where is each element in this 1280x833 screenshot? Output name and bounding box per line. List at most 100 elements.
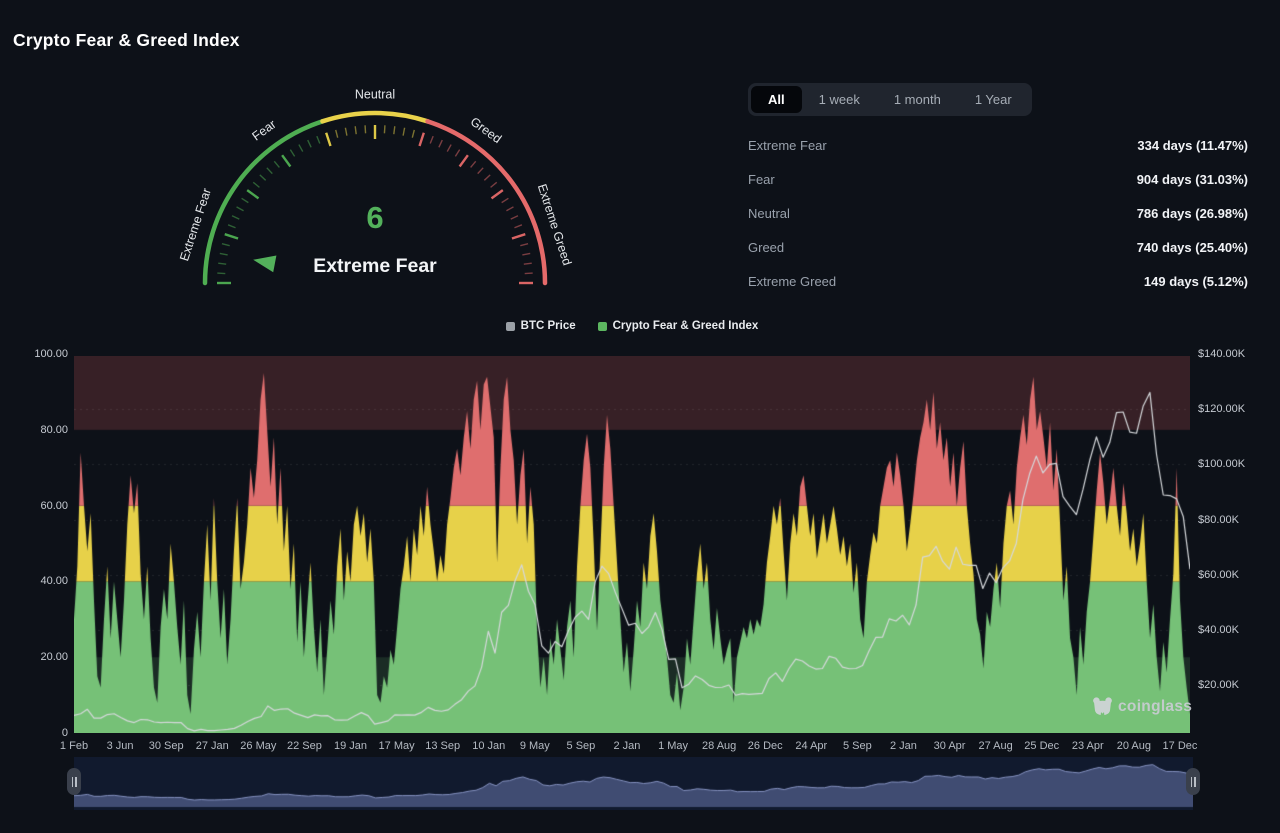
x-axis-tick: 5 Sep — [566, 740, 596, 752]
gauge-tick — [289, 149, 296, 157]
y-axis-left-tick: 80.00 — [40, 423, 68, 436]
x-axis-tick: 20 Aug — [1116, 740, 1151, 752]
gauge-tick — [514, 224, 523, 229]
gauge-tick — [344, 127, 348, 136]
gauge-tick — [325, 132, 332, 147]
stat-label: Extreme Fear — [748, 137, 827, 153]
legend-label: BTC Price — [520, 320, 576, 332]
gauge-tick — [316, 135, 321, 144]
x-axis-tick: 2 Jan — [613, 740, 641, 752]
main-chart-area[interactable] — [74, 356, 1190, 733]
y-axis-right-tick: $20.00K — [1198, 679, 1239, 692]
stat-row-neutral: Neutral 786 days (26.98%) — [748, 196, 1248, 230]
bear-logo-icon — [1093, 697, 1112, 716]
x-axis-tick: 27 Jan — [195, 740, 229, 752]
gauge-tick — [477, 167, 484, 175]
gauge-tick — [438, 139, 443, 148]
gauge-tick — [402, 127, 406, 136]
stat-row-fear: Fear 904 days (31.03%) — [748, 162, 1248, 196]
gauge-tick — [335, 129, 339, 138]
gauge-arc-segment — [320, 110, 430, 124]
tab-all[interactable]: All — [751, 86, 802, 113]
stat-value: 786 days (26.98%) — [1136, 205, 1248, 221]
legend-item-crypto-fear-greed-index[interactable]: Crypto Fear & Greed Index — [597, 320, 759, 332]
gauge-tick — [511, 233, 526, 240]
x-axis-tick: 26 Dec — [747, 740, 783, 752]
gauge-tick — [218, 262, 227, 265]
gauge-tick — [524, 272, 533, 275]
tab-1-year[interactable]: 1 Year — [974, 92, 1012, 107]
gauge-tick — [483, 174, 491, 181]
gauge-tick — [224, 233, 239, 240]
navigator-right-handle[interactable] — [1186, 768, 1200, 795]
stat-row-greed: Greed 740 days (25.40%) — [748, 230, 1248, 264]
x-axis-tick: 9 May — [519, 740, 550, 752]
navigator-canvas[interactable] — [74, 757, 1193, 810]
gauge-tick — [227, 224, 236, 229]
gauge-arc-segment — [425, 119, 548, 286]
gauge-tick — [217, 272, 226, 275]
y-axis-left-tick: 60.00 — [40, 499, 68, 512]
x-axis-tick: 27 Aug — [978, 740, 1013, 752]
legend-label: Crypto Fear & Greed Index — [612, 320, 759, 332]
gauge-tick — [281, 154, 292, 168]
y-axis-right-tick: $140.00K — [1198, 348, 1246, 361]
range-tabs: All 1 week 1 month 1 Year — [748, 83, 1032, 116]
legend-marker-icon — [597, 321, 607, 331]
gauge-pointer — [253, 255, 277, 273]
stat-label: Extreme Greed — [748, 273, 837, 289]
chart-legend: BTC Price Crypto Fear & Greed Index — [74, 320, 1190, 332]
page-title: Crypto Fear & Greed Index — [13, 30, 240, 50]
tab-1-month[interactable]: 1 month — [893, 92, 941, 107]
y-axis-left-tick: 40.00 — [40, 575, 68, 588]
gauge-tick — [266, 167, 273, 175]
gauge-tick — [221, 243, 230, 247]
x-axis-tick: 1 Feb — [59, 740, 89, 752]
gauge-tick — [454, 149, 461, 157]
x-axis-tick: 30 Sep — [148, 740, 184, 752]
y-axis-right-tick: $100.00K — [1198, 458, 1246, 471]
tab-1-week[interactable]: 1 week — [818, 92, 860, 107]
x-axis-tick: 25 Dec — [1024, 740, 1060, 752]
gauge-zone-label: Neutral — [355, 87, 395, 101]
x-axis-tick: 17 May — [378, 740, 415, 752]
stat-row-extreme-fear: Extreme Fear 334 days (11.47%) — [748, 128, 1248, 162]
stat-value: 149 days (5.12%) — [1143, 273, 1248, 289]
gauge-tick — [259, 174, 267, 181]
stat-value: 740 days (25.40%) — [1136, 239, 1248, 255]
x-axis-tick: 3 Jun — [106, 740, 134, 752]
gauge-tick — [523, 262, 532, 265]
gauge-tick — [298, 144, 304, 152]
gauge-tick — [307, 139, 312, 148]
x-axis-tick: 30 Apr — [933, 740, 966, 752]
y-axis-left-tick: 100.00 — [34, 348, 68, 361]
fear-greed-btc-chart-canvas[interactable] — [74, 356, 1190, 733]
y-axis-left-tick: 20.00 — [40, 651, 68, 664]
gauge-tick — [364, 125, 367, 134]
gauge-tick — [506, 206, 514, 212]
y-axis-right-tick: $120.00K — [1198, 403, 1246, 416]
navigator-left-handle[interactable] — [67, 768, 81, 795]
gauge-tick — [501, 197, 509, 204]
gauge-arc-segment — [202, 119, 325, 286]
x-axis-tick: 5 Sep — [843, 740, 872, 752]
gauge-tick — [236, 206, 244, 212]
range-navigator[interactable] — [67, 757, 1200, 810]
x-axis-tick: 26 May — [240, 740, 277, 752]
gauge-tick — [520, 243, 529, 247]
watermark-text: coinglass — [1118, 697, 1193, 715]
stat-row-extreme-greed: Extreme Greed 149 days (5.12%) — [748, 264, 1248, 298]
gauge-tick — [393, 126, 396, 135]
gauge-tick — [490, 181, 498, 188]
gauge-zone-label: Fear — [250, 117, 279, 143]
gauge-status-label: Extreme Fear — [313, 255, 437, 277]
gauge-tick — [429, 135, 434, 144]
x-axis-tick: 23 Apr — [1071, 740, 1104, 752]
gauge-tick — [241, 197, 249, 204]
legend-item-btc-price[interactable]: BTC Price — [505, 320, 576, 332]
gauge-value: 6 — [366, 200, 383, 235]
gauge-tick — [418, 132, 425, 147]
x-axis-tick: 13 Sep — [425, 740, 461, 752]
y-axis-left-tick: 0 — [61, 727, 68, 739]
